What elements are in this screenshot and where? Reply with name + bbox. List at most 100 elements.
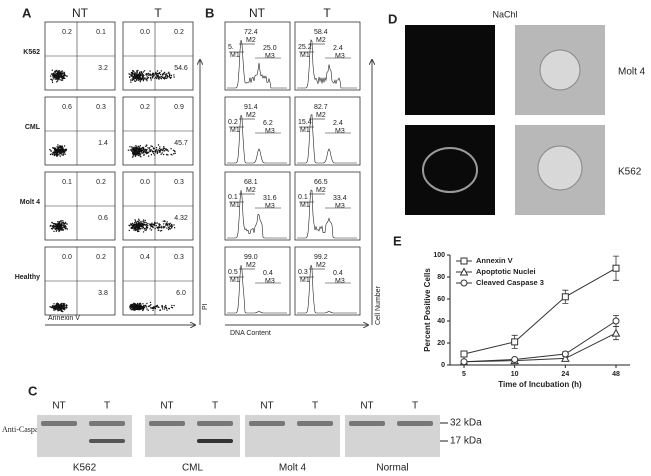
flow-event [156, 150, 158, 152]
gate-value: 5. [228, 44, 234, 51]
histogram-trace [227, 264, 287, 314]
flow-event [160, 149, 162, 151]
gate-value: 68.1 [244, 179, 258, 186]
quadrant-value: 0.2 [96, 254, 106, 261]
flow-event [156, 72, 158, 75]
flow-event [135, 145, 137, 147]
flow-event [152, 309, 154, 311]
flow-event [155, 73, 157, 76]
flow-event [62, 220, 64, 222]
flow-event [132, 309, 135, 311]
flow-event [51, 69, 53, 71]
flow-event [156, 222, 158, 224]
flow-event [62, 153, 64, 155]
flow-event [146, 302, 148, 305]
flow-event [59, 73, 61, 75]
flow-event [143, 70, 146, 72]
flow-event [135, 224, 137, 227]
flow-event [128, 229, 130, 232]
flow-event [60, 307, 63, 309]
flow-event [159, 226, 161, 229]
flow-event [63, 309, 66, 311]
flow-event [146, 152, 149, 154]
flow-event [163, 73, 165, 75]
gate-name: M1 [230, 52, 240, 59]
flow-event [129, 76, 131, 78]
flow-event [160, 78, 163, 80]
quadrant-value: 0.0 [140, 179, 150, 186]
flow-event [140, 308, 142, 310]
flow-event [62, 221, 64, 224]
flow-event [57, 221, 59, 223]
flow-event [130, 75, 133, 77]
flow-event [154, 150, 157, 152]
flow-event [136, 70, 138, 72]
y-tick-label: 60 [437, 296, 445, 303]
flow-event [134, 155, 137, 157]
flow-event [136, 72, 138, 74]
y-axis-label: PI [202, 303, 209, 310]
lane-label: T [312, 401, 318, 412]
quadrant-value: 0.3 [96, 104, 106, 111]
flow-event [147, 309, 149, 311]
gate-name: M3 [265, 203, 275, 210]
gate-value: 31.6 [263, 195, 277, 202]
gate-value: 0.5 [228, 269, 238, 276]
flow-event [57, 309, 59, 312]
flow-event [159, 73, 162, 76]
flow-event [150, 304, 152, 306]
flow-event [137, 154, 140, 157]
flow-event [132, 70, 134, 72]
group-label: Molt 4 [279, 463, 307, 474]
flow-event [55, 74, 57, 77]
flow-event [147, 76, 150, 79]
data-point [560, 353, 570, 362]
flow-event [63, 307, 66, 310]
flow-event [61, 229, 63, 231]
flow-event [56, 77, 58, 79]
flow-event [146, 74, 148, 76]
flow-event [142, 146, 144, 149]
gate-value: 66.5 [314, 179, 328, 186]
flow-event [57, 144, 59, 146]
flow-event [155, 222, 157, 224]
flow-event [133, 152, 136, 154]
flow-event [135, 221, 137, 223]
flow-event [154, 221, 156, 224]
flow-event [65, 305, 68, 307]
data-point [612, 317, 620, 325]
flow-event [154, 76, 157, 79]
flow-event [50, 73, 53, 75]
flow-event [130, 81, 132, 83]
flow-event [147, 74, 150, 76]
flow-event [139, 77, 141, 80]
lane-label: T [212, 401, 218, 412]
gate-value: 25.0 [263, 45, 277, 52]
flow-event [132, 153, 134, 155]
gate-name: M1 [230, 202, 240, 209]
flow-event [139, 306, 141, 309]
flow-event [133, 150, 135, 152]
flow-event [140, 220, 142, 223]
flow-event [144, 149, 146, 151]
flow-event [165, 224, 167, 226]
flow-event [51, 78, 53, 81]
flow-event [51, 80, 53, 82]
flow-event [149, 149, 151, 151]
flow-event [134, 303, 136, 305]
flow-event [156, 305, 158, 308]
quadrant-value: 0.0 [140, 29, 150, 36]
gate-value: 82.7 [314, 104, 328, 111]
flow-event [165, 148, 167, 150]
flow-event [60, 227, 62, 229]
flow-event [140, 73, 142, 75]
gate-value: 91.4 [244, 104, 258, 111]
flow-event [130, 307, 132, 309]
flow-event [55, 149, 57, 152]
flow-event [158, 148, 161, 150]
quadrant-value: 0.1 [62, 179, 72, 186]
flow-event [52, 225, 54, 227]
flow-event [134, 227, 137, 230]
flow-event [143, 148, 145, 150]
flow-event [55, 78, 57, 81]
